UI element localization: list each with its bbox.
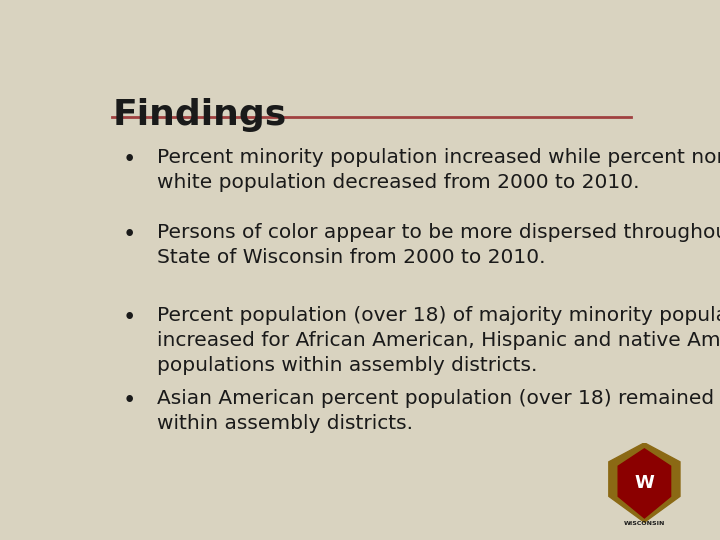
Text: Findings: Findings: [112, 98, 287, 132]
Text: Percent minority population increased while percent non-Hispanic
white populatio: Percent minority population increased wh…: [157, 148, 720, 192]
Text: Persons of color appear to be more dispersed throughout the
State of Wisconsin f: Persons of color appear to be more dispe…: [157, 223, 720, 267]
Text: Asian American percent population (over 18) remained the same
within assembly di: Asian American percent population (over …: [157, 389, 720, 433]
Polygon shape: [618, 449, 670, 518]
Text: W: W: [634, 475, 654, 492]
Text: Percent population (over 18) of majority minority population has
increased for A: Percent population (over 18) of majority…: [157, 306, 720, 375]
Text: •: •: [122, 223, 136, 246]
Polygon shape: [609, 443, 680, 522]
Text: •: •: [122, 389, 136, 412]
Text: •: •: [122, 148, 136, 171]
Text: WISCONSIN: WISCONSIN: [624, 521, 665, 526]
Text: •: •: [122, 306, 136, 329]
